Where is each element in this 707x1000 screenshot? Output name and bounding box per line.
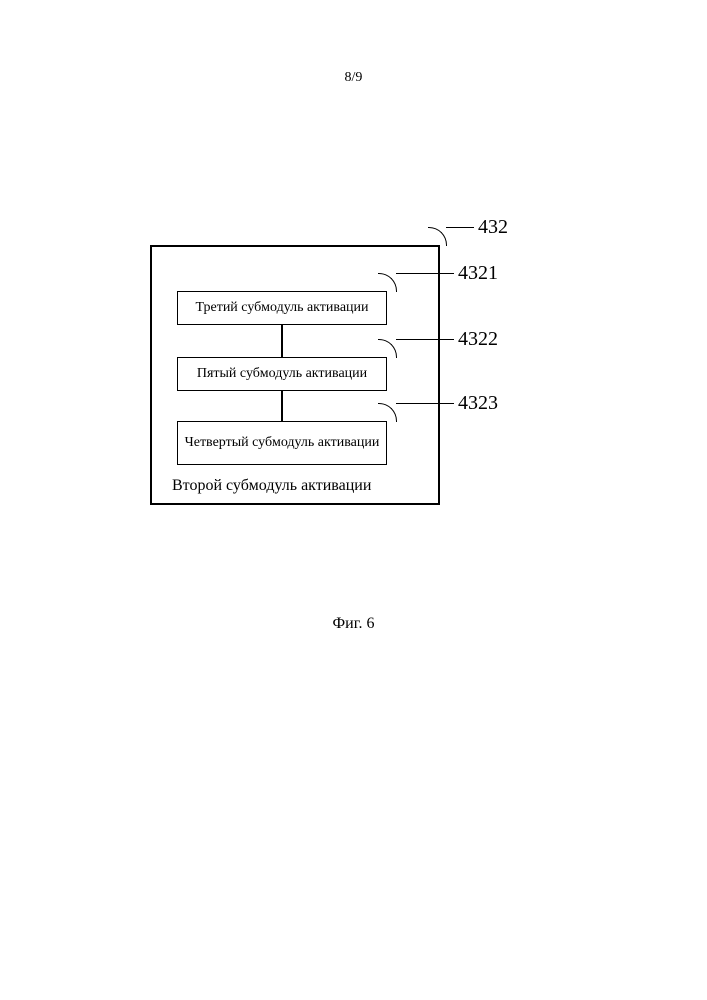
- outer-box: Третий субмодуль активации Пятый субмоду…: [150, 245, 440, 505]
- callout-1: 4321: [458, 262, 498, 285]
- callout-hook-outer: [428, 227, 447, 246]
- callout-lead-2: [396, 339, 454, 340]
- connector-1-2: [281, 325, 283, 357]
- figure-caption: Фиг. 6: [0, 615, 707, 633]
- outer-box-title: Второй субмодуль активации: [172, 477, 371, 495]
- connector-2-3: [281, 391, 283, 421]
- diagram: 432 Третий субмодуль активации Пятый суб…: [150, 220, 570, 520]
- callout-2: 4322: [458, 328, 498, 351]
- box-3: Четвертый субмодуль активации: [177, 421, 387, 465]
- callout-lead-outer: [446, 227, 474, 228]
- box-1: Третий субмодуль активации: [177, 291, 387, 325]
- callout-lead-3: [396, 403, 454, 404]
- page: 8/9 432 Третий субмодуль активации Пятый…: [0, 0, 707, 1000]
- box-3-text: Четвертый субмодуль активации: [185, 435, 380, 450]
- page-number: 8/9: [0, 70, 707, 86]
- callout-lead-1: [396, 273, 454, 274]
- box-2: Пятый субмодуль активации: [177, 357, 387, 391]
- callout-3: 4323: [458, 392, 498, 415]
- box-2-text: Пятый субмодуль активации: [197, 366, 367, 382]
- box-1-text: Третий субмодуль активации: [195, 300, 368, 316]
- callout-outer: 432: [478, 216, 508, 239]
